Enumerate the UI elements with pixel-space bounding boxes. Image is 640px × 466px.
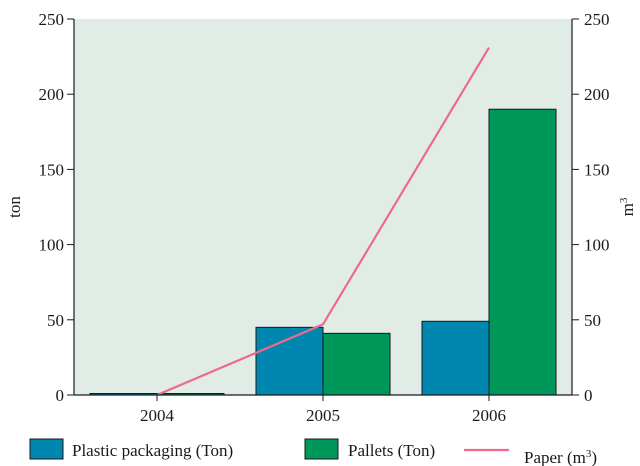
y-tick-label-250: 250 <box>39 10 65 29</box>
ticks-layer: 0 50 100 150 200 250 0 50 100 150 200 250 2004 2005 20… <box>39 10 610 425</box>
bar-pallets-2005 <box>322 332 391 396</box>
y2-tick-label-50: 50 <box>584 311 601 330</box>
legend: Plastic packaging (Ton) Pallets (Ton) Pa… <box>29 438 597 466</box>
y2-tick-label-200: 200 <box>584 85 610 104</box>
lines-layer <box>156 47 490 397</box>
y2-tick-label-0: 0 <box>584 386 593 405</box>
x-tick-label-2004: 2004 <box>140 406 175 425</box>
legend-label-paper-sup: 3 <box>586 448 592 460</box>
x-tick-label-2005: 2005 <box>306 406 340 425</box>
y-axis-title: ton <box>5 196 24 218</box>
y2-axis-title: m3 <box>618 197 637 216</box>
legend-label-paper-end: ) <box>591 448 597 466</box>
legend-item-pallets: Pallets (Ton) <box>304 438 435 460</box>
y-tick-label-150: 150 <box>39 160 65 179</box>
x-tick-label-2006: 2006 <box>472 406 506 425</box>
legend-item-plastic: Plastic packaging (Ton) <box>29 438 233 460</box>
bar-plastic-2006 <box>421 320 490 396</box>
series-line-paper <box>156 47 490 397</box>
y-tick-label-200: 200 <box>39 85 65 104</box>
bar-pallets-2006 <box>488 108 557 396</box>
y2-axis-title-sup: 3 <box>618 197 630 203</box>
y2-tick-label-250: 250 <box>584 10 610 29</box>
legend-label-paper-base: Paper (m <box>524 448 586 466</box>
y2-axis-title-base: m <box>618 203 637 216</box>
legend-swatch-pallets <box>304 438 339 460</box>
y-tick-label-100: 100 <box>39 236 65 255</box>
y2-tick-label-150: 150 <box>584 160 610 179</box>
bars-layer <box>89 108 557 396</box>
legend-label-pallets: Pallets (Ton) <box>348 441 435 460</box>
legend-label-paper: Paper (m3) <box>524 448 597 466</box>
y2-tick-label-100: 100 <box>584 236 610 255</box>
legend-label-plastic: Plastic packaging (Ton) <box>72 441 233 460</box>
legend-item-paper: Paper (m3) <box>464 448 597 466</box>
legend-swatch-plastic <box>29 438 64 460</box>
y-tick-label-50: 50 <box>47 311 64 330</box>
y-tick-label-0: 0 <box>56 386 65 405</box>
